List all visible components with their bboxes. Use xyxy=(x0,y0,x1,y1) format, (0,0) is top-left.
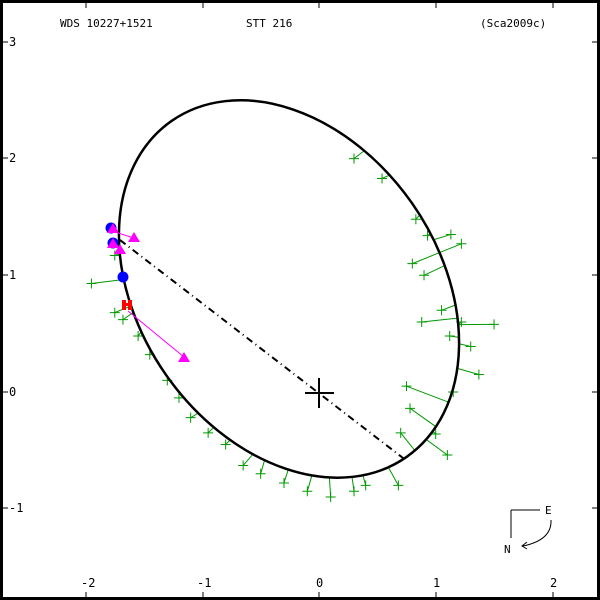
plus-marker xyxy=(325,492,336,503)
plus-marker xyxy=(109,307,120,318)
plus-marker xyxy=(405,403,416,414)
plus-marker xyxy=(436,305,447,316)
plus-marker xyxy=(401,381,412,392)
plus-marker xyxy=(393,480,404,491)
plus-marker xyxy=(419,270,430,281)
plus-marker xyxy=(360,480,371,491)
plus-marker xyxy=(349,486,360,497)
plus-marker xyxy=(377,173,388,184)
plus-marker xyxy=(442,450,453,461)
primary-star-cross xyxy=(305,378,334,408)
orbit-ellipse xyxy=(117,99,461,479)
plus-marker xyxy=(407,258,418,269)
triangle-marker xyxy=(114,244,126,254)
y-axis-ticks xyxy=(3,41,597,509)
circle-marker xyxy=(117,271,129,283)
plus-marker xyxy=(445,229,456,240)
speckle-points xyxy=(107,223,190,362)
compass-east-label: E xyxy=(545,504,552,517)
recent-measure-point xyxy=(122,300,132,310)
x-tick-label: 2 xyxy=(550,576,557,590)
plus-marker xyxy=(220,439,231,450)
x-tick-label: -1 xyxy=(197,576,211,590)
residual-observations xyxy=(86,150,500,503)
plus-marker xyxy=(416,316,427,327)
plus-marker xyxy=(185,412,196,423)
plus-marker xyxy=(489,319,500,330)
plus-marker xyxy=(410,214,421,225)
speckle-residual-lines xyxy=(114,231,185,358)
x-axis-ticks xyxy=(85,3,554,597)
compass xyxy=(510,509,552,550)
triangle-marker xyxy=(107,238,119,248)
plus-marker xyxy=(456,238,467,249)
discoverer-label: STT 216 xyxy=(246,17,292,30)
square-marker xyxy=(122,303,132,306)
x-tick-label: 1 xyxy=(433,576,440,590)
plus-marker xyxy=(430,429,441,440)
x-tick-label: 0 xyxy=(316,576,323,590)
plus-marker xyxy=(395,427,406,438)
plus-marker xyxy=(302,486,313,497)
plus-marker xyxy=(117,314,128,325)
plus-marker xyxy=(465,341,476,352)
plus-marker xyxy=(255,468,266,479)
triangle-marker xyxy=(128,232,140,242)
y-tick-label: 2 xyxy=(9,151,16,165)
wds-id-label: WDS 10227+1521 xyxy=(60,17,153,30)
plus-marker xyxy=(203,427,214,438)
triangle-marker xyxy=(178,352,190,362)
plus-marker xyxy=(133,330,144,341)
reference-label: (Sca2009c) xyxy=(480,17,546,30)
plus-marker xyxy=(86,278,97,289)
y-tick-label: 1 xyxy=(9,268,16,282)
line-of-nodes xyxy=(119,239,404,459)
plus-marker xyxy=(278,478,289,489)
y-tick-label: -1 xyxy=(9,501,23,515)
y-tick-label: 0 xyxy=(9,385,16,399)
plus-marker xyxy=(109,250,120,261)
y-tick-label: 3 xyxy=(9,35,16,49)
x-tick-label: -2 xyxy=(81,576,95,590)
plus-marker xyxy=(473,369,484,380)
compass-north-label: N xyxy=(504,543,511,556)
plus-marker xyxy=(444,330,455,341)
triangle-marker xyxy=(107,223,119,233)
plus-marker xyxy=(349,153,360,164)
plus-marker xyxy=(238,460,249,471)
